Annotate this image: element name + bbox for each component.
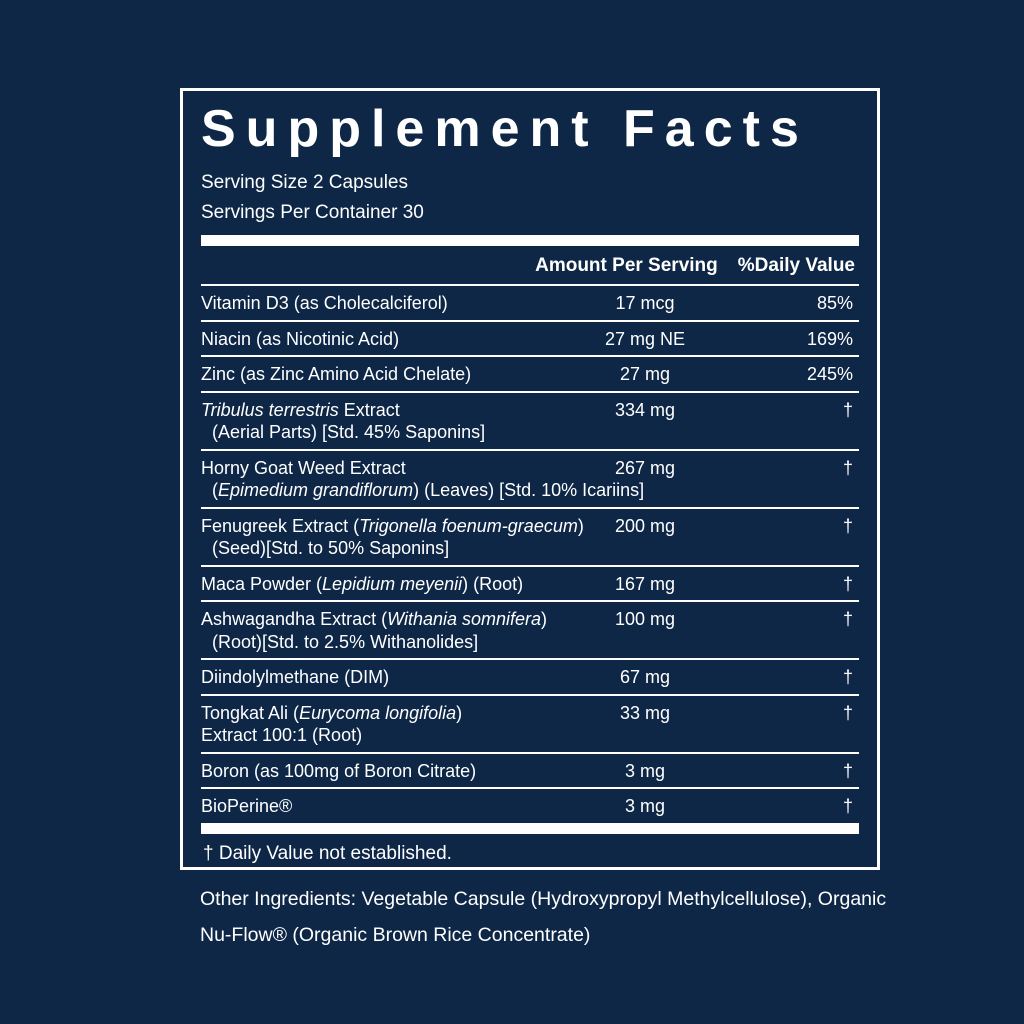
other-ingredients-line2: Nu-Flow® (Organic Brown Rice Concentrate… [200, 924, 591, 947]
ingredient-name-line: Tribulus terrestris Extract [201, 399, 400, 420]
ingredient-amount: 334 mg [614, 399, 676, 420]
ingredient-name-line: Horny Goat Weed Extract [201, 457, 406, 478]
table-row: BioPerine® 3 mg † [201, 787, 859, 823]
ingredient-daily-value: † [842, 399, 853, 420]
table-row: Maca Powder (Lepidium meyenii) (Root) 167… [201, 564, 859, 601]
table-row: Ashwagandha Extract (Withania somnifera)… [201, 600, 859, 658]
ingredient-name-line: Tongkat Ali (Eurycoma longifolia) [201, 702, 463, 723]
ingredient-name: Ashwagandha Extract (Withania somnifera)… [201, 608, 581, 653]
ingredient-name-line: Ashwagandha Extract (Withania somnifera) [201, 609, 548, 630]
ingredient-daily-value: † [842, 457, 853, 478]
ingredient-name-line: Extract 100:1 (Root) [201, 725, 363, 746]
ingredient-amount: 27 mg NE [604, 328, 686, 349]
ingredient-daily-value: † [842, 573, 853, 594]
ingredient-name: Vitamin D3 (as Cholecalciferol) [201, 292, 581, 315]
servings-per-container-text: Servings Per Container 30 [201, 201, 424, 223]
table-row: Vitamin D3 (as Cholecalciferol) 17 mcg 85% [201, 284, 859, 320]
ingredient-name: Tongkat Ali (Eurycoma longifolia) Extract… [201, 702, 581, 747]
ingredient-daily-value: † [842, 760, 853, 781]
table-header-row: Amount Per Serving %Daily Value [201, 246, 859, 284]
ingredient-name-line: (Aerial Parts) [Std. 45% Saponins] [212, 422, 486, 443]
ingredient-daily-value: † [842, 702, 853, 723]
table-row: Boron (as 100mg of Boron Citrate) 3 mg † [201, 751, 859, 788]
ingredient-name-line: (Seed)[Std. to 50% Saponins] [212, 538, 450, 559]
ingredient-name: Horny Goat Weed Extract (Epimedium grandi… [201, 457, 645, 502]
table-row: Tongkat Ali (Eurycoma longifolia) Extract… [201, 693, 859, 752]
ingredient-amount: 167 mg [614, 573, 676, 594]
amount-per-serving-header: Amount Per Serving [535, 255, 718, 277]
ingredient-name: BioPerine® [201, 795, 581, 818]
ingredient-amount: 100 mg [614, 609, 676, 630]
ingredient-name-line: BioPerine® [201, 796, 293, 817]
ingredient-name-line: (Epimedium grandiflorum) (Leaves) [Std. … [212, 480, 645, 501]
supplement-facts-panel: Supplement Facts Serving Size 2 Capsules… [180, 88, 880, 870]
other-ingredients-text: Other Ingredients: Vegetable Capsule (Hy… [200, 881, 890, 953]
ingredient-name-line: Zinc (as Zinc Amino Acid Chelate) [201, 364, 472, 385]
ingredient-name: Fenugreek Extract (Trigonella foenum-gra… [201, 515, 584, 560]
ingredient-name-line: Niacin (as Nicotinic Acid) [201, 328, 400, 349]
other-ingredients-line1: Other Ingredients: Vegetable Capsule (Hy… [200, 888, 887, 910]
table-row: Tribulus terrestris Extract (Aerial Parts… [201, 390, 859, 449]
ingredient-name-line: Diindolylmethane (DIM) [201, 667, 390, 688]
table-row: Fenugreek Extract (Trigonella foenum-gra… [201, 506, 859, 565]
ingredient-name-line: Fenugreek Extract (Trigonella foenum-gra… [201, 515, 584, 536]
ingredient-name-line: Maca Powder (Lepidium meyenii) (Root) [201, 573, 524, 594]
ingredient-amount: 3 mg [624, 760, 666, 781]
ingredient-name-line: (Root)[Std. to 2.5% Withanolides] [212, 631, 479, 652]
ingredient-daily-value: 169% [806, 328, 853, 349]
ingredient-rows: Vitamin D3 (as Cholecalciferol) 17 mcg 85%… [201, 284, 859, 823]
ingredient-daily-value: † [842, 667, 853, 688]
ingredient-name: Zinc (as Zinc Amino Acid Chelate) [201, 363, 581, 386]
table-row: Diindolylmethane (DIM) 67 mg † [201, 658, 859, 694]
table-row: Niacin (as Nicotinic Acid) 27 mg NE 169% [201, 319, 859, 356]
thick-divider-bottom [201, 822, 859, 834]
ingredient-daily-value: † [842, 609, 853, 630]
panel-title: Supplement Facts [201, 100, 809, 158]
ingredient-amount: 3 mg [624, 796, 666, 817]
ingredient-name-line: Vitamin D3 (as Cholecalciferol) [201, 293, 448, 314]
ingredient-name: Diindolylmethane (DIM) [201, 666, 581, 689]
ingredient-daily-value: 85% [816, 293, 853, 314]
ingredient-daily-value: † [842, 515, 853, 536]
daily-value-footnote: † Daily Value not established. [203, 842, 452, 864]
ingredient-name-line: Boron (as 100mg of Boron Citrate) [201, 760, 477, 781]
ingredient-name: Tribulus terrestris Extract (Aerial Parts… [201, 399, 581, 444]
ingredient-amount: 67 mg [619, 667, 671, 688]
daily-value-header: %Daily Value [737, 255, 855, 277]
ingredient-amount: 200 mg [614, 515, 676, 536]
ingredient-daily-value: † [842, 796, 853, 817]
ingredient-amount: 33 mg [619, 702, 671, 723]
thick-divider-top [201, 235, 859, 247]
ingredient-name: Niacin (as Nicotinic Acid) [201, 328, 581, 351]
serving-size-text: Serving Size 2 Capsules [201, 172, 408, 194]
table-row: Zinc (as Zinc Amino Acid Chelate) 27 mg 24… [201, 355, 859, 391]
ingredient-amount: 267 mg [614, 457, 676, 478]
ingredient-amount: 27 mg [619, 364, 671, 385]
ingredient-daily-value: 245% [806, 364, 853, 385]
ingredient-name: Boron (as 100mg of Boron Citrate) [201, 760, 581, 783]
ingredient-amount: 17 mcg [615, 293, 675, 314]
table-row: Horny Goat Weed Extract (Epimedium grandi… [201, 448, 859, 507]
ingredient-name: Maca Powder (Lepidium meyenii) (Root) [201, 573, 581, 596]
